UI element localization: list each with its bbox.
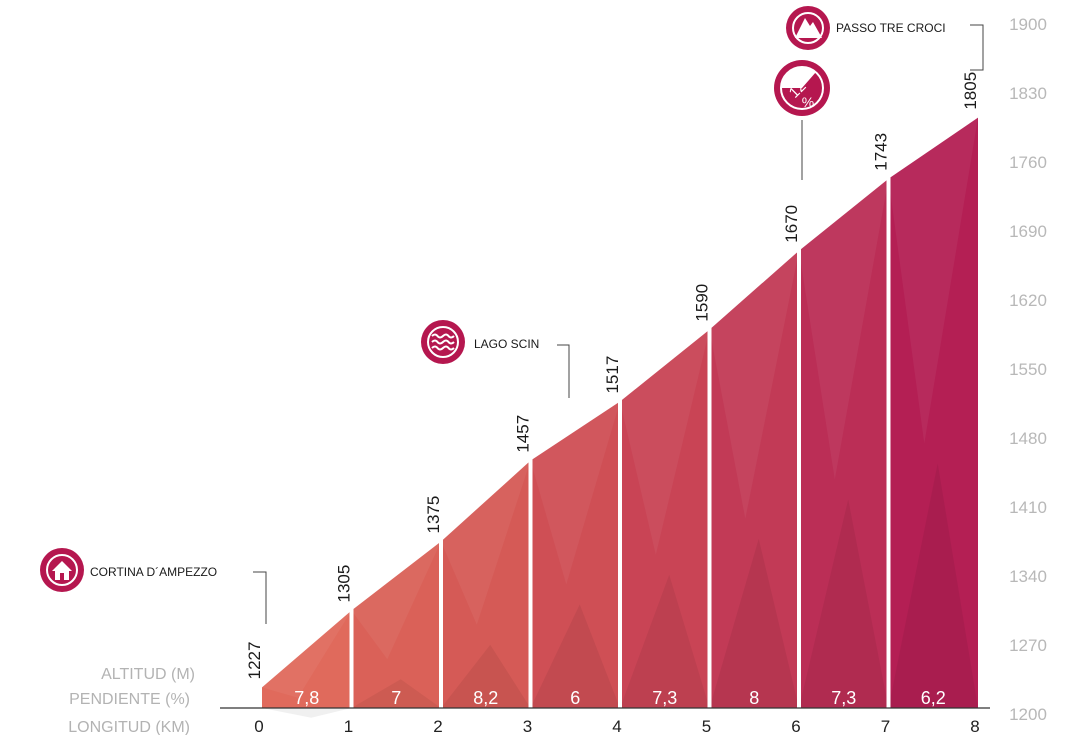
gradient-segments xyxy=(262,117,978,718)
y-tick-label: 1620 xyxy=(1009,291,1047,310)
segment-facet xyxy=(620,574,710,708)
segment-facet xyxy=(351,679,441,708)
segment-facet xyxy=(709,538,799,708)
segment-facet xyxy=(709,250,799,519)
gradient-segment xyxy=(530,401,620,708)
row-label-length: LONGITUD (KM) xyxy=(68,719,190,735)
gradient-label: 7 xyxy=(391,688,401,708)
gradient-labels: 7,8 7 8,2 6 7,3 8 7,3 6,2 xyxy=(294,688,946,708)
altitude-label: 1517 xyxy=(603,356,622,394)
poi-label: LAGO SCIN xyxy=(474,337,539,351)
segment-facet xyxy=(262,610,352,698)
poi-cortina: CORTINA D´AMPEZZO xyxy=(40,548,267,624)
gradient-segment xyxy=(888,117,978,708)
points-of-interest: CORTINA D´AMPEZZO LAGO SCIN PASSO TRE CROC… xyxy=(40,6,984,624)
x-tick-label: 7 xyxy=(881,717,890,735)
poi-passo-tre-croci: PASSO TRE CROCI xyxy=(786,6,984,71)
segment-facet xyxy=(530,604,620,708)
x-tick-label: 4 xyxy=(612,717,621,735)
gradient-label: 7,8 xyxy=(294,688,319,708)
segment-facet xyxy=(799,178,889,480)
x-axis: 0 1 2 3 4 5 6 7 8 xyxy=(220,707,990,735)
km-dividers xyxy=(349,176,891,708)
poi-label: PASSO TRE CROCI xyxy=(836,21,946,35)
altitude-label: 1805 xyxy=(961,72,980,110)
gradient-segment xyxy=(262,610,352,708)
x-tick-label: 5 xyxy=(702,717,711,735)
x-tick-label: 1 xyxy=(344,717,353,735)
y-tick-label: 1410 xyxy=(1009,498,1047,517)
altitude-label: 1375 xyxy=(424,496,443,534)
x-tick-label: 0 xyxy=(254,717,263,735)
segment-facet xyxy=(799,499,889,708)
segment-facet xyxy=(888,117,978,444)
altitude-label: 1457 xyxy=(514,415,533,453)
y-tick-label: 1270 xyxy=(1009,636,1047,655)
row-labels: ALTITUD (M) PENDIENTE (%) LONGITUD (KM) xyxy=(68,666,195,735)
segment-facet xyxy=(441,644,531,708)
y-tick-label: 1830 xyxy=(1009,84,1047,103)
segment-facet xyxy=(530,401,620,585)
water-icon xyxy=(427,326,459,358)
altitude-label: 1305 xyxy=(335,565,354,603)
segment-facet xyxy=(620,329,710,555)
y-tick-label: 1200 xyxy=(1009,705,1047,724)
leader-line xyxy=(557,344,570,398)
gradient-label: 7,3 xyxy=(652,688,677,708)
y-tick-label: 1480 xyxy=(1009,429,1047,448)
x-tick-label: 3 xyxy=(523,717,532,735)
x-tick-label: 8 xyxy=(970,717,979,735)
y-tick-label: 1340 xyxy=(1009,567,1047,586)
poi-lago-scin: LAGO SCIN xyxy=(421,320,570,398)
leader-line xyxy=(970,24,984,71)
house-icon xyxy=(46,554,78,586)
altitude-labels: 1227 1305 1375 1457 1517 1590 1670 1743 1805 xyxy=(245,72,980,680)
altitude-label: 1670 xyxy=(782,205,801,243)
y-tick-label: 1550 xyxy=(1009,360,1047,379)
mountain-icon xyxy=(792,12,824,44)
gradient-label: 8 xyxy=(749,688,759,708)
row-label-altitude: ALTITUD (M) xyxy=(101,666,195,683)
segment-facet xyxy=(441,460,531,625)
altitude-label: 1227 xyxy=(245,642,264,680)
gradient-label: 8,2 xyxy=(473,688,498,708)
y-tick-label: 1690 xyxy=(1009,222,1047,241)
gradient-segment xyxy=(351,541,441,708)
gradient-segment xyxy=(709,250,799,708)
gradient-segment xyxy=(620,329,710,708)
x-tick-label: 2 xyxy=(433,717,442,735)
segment-facet xyxy=(351,541,441,660)
max-gradient-badge: 12% xyxy=(774,60,830,180)
y-tick-label: 1900 xyxy=(1009,15,1047,34)
y-tick-label: 1760 xyxy=(1009,153,1047,172)
gradient-segment xyxy=(441,460,531,708)
gradient-label: 6 xyxy=(570,688,580,708)
y-axis: 1200 1270 1340 1410 1480 1550 1620 1690 1760 1830… xyxy=(982,15,1047,724)
gradient-label: 7,3 xyxy=(831,688,856,708)
gradient-segment xyxy=(799,178,889,708)
x-tick-label: 6 xyxy=(791,717,800,735)
altitude-label: 1743 xyxy=(872,133,891,171)
percent-unit: % xyxy=(802,94,814,110)
segment-facet xyxy=(888,463,978,708)
segment-facet xyxy=(262,708,352,718)
row-label-gradient: PENDIENTE (%) xyxy=(69,691,190,708)
gradient-label: 6,2 xyxy=(921,688,946,708)
poi-label: CORTINA D´AMPEZZO xyxy=(90,565,217,579)
leader-line xyxy=(253,571,267,624)
altitude-label: 1590 xyxy=(693,284,712,322)
